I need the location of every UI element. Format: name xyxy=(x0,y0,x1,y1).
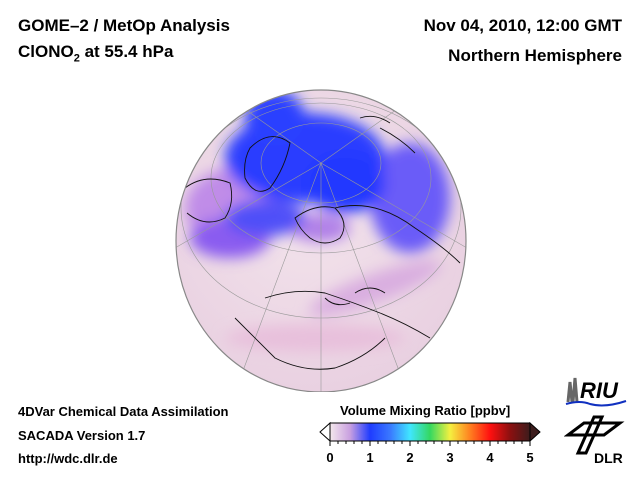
colorbar-max-arrow xyxy=(529,421,541,443)
species-name: ClONO xyxy=(18,42,74,61)
colorbar xyxy=(319,421,541,446)
title-species: ClONO2 at 55.4 hPa xyxy=(18,42,173,64)
colorbar-label: Volume Mixing Ratio [ppbv] xyxy=(340,403,511,418)
colorbar-tick-label: 2 xyxy=(406,450,414,465)
coastlines xyxy=(184,115,461,370)
globe-outline xyxy=(175,89,467,392)
riu-logo: RIU xyxy=(565,377,627,407)
footer-url[interactable]: http://wdc.dlr.de xyxy=(18,451,118,466)
svg-text:RIU: RIU xyxy=(580,378,619,403)
region-label: Northern Hemisphere xyxy=(448,46,622,65)
svg-text:DLR: DLR xyxy=(594,450,623,465)
colorbar-tick-label: 4 xyxy=(486,450,494,465)
title-product: GOME–2 / MetOp Analysis xyxy=(18,16,230,35)
globe-map xyxy=(175,89,467,392)
colorbar-bar xyxy=(329,422,531,442)
graticule xyxy=(176,90,466,392)
species-subscript: 2 xyxy=(73,52,80,65)
footer-method: 4DVar Chemical Data Assimilation xyxy=(18,404,229,419)
footer-version: SACADA Version 1.7 xyxy=(18,428,146,443)
colorbar-tick-label: 1 xyxy=(366,450,374,465)
colorbar-tick-label: 0 xyxy=(326,450,334,465)
colorbar-min-arrow xyxy=(319,421,331,443)
colorbar-tick-label: 3 xyxy=(446,450,454,465)
colorbar-tick-label: 5 xyxy=(526,450,534,465)
species-level: at 55.4 hPa xyxy=(79,42,174,61)
dlr-logo: DLR xyxy=(564,415,625,465)
date-time: Nov 04, 2010, 12:00 GMT xyxy=(423,16,622,35)
ozone-field xyxy=(185,90,450,352)
